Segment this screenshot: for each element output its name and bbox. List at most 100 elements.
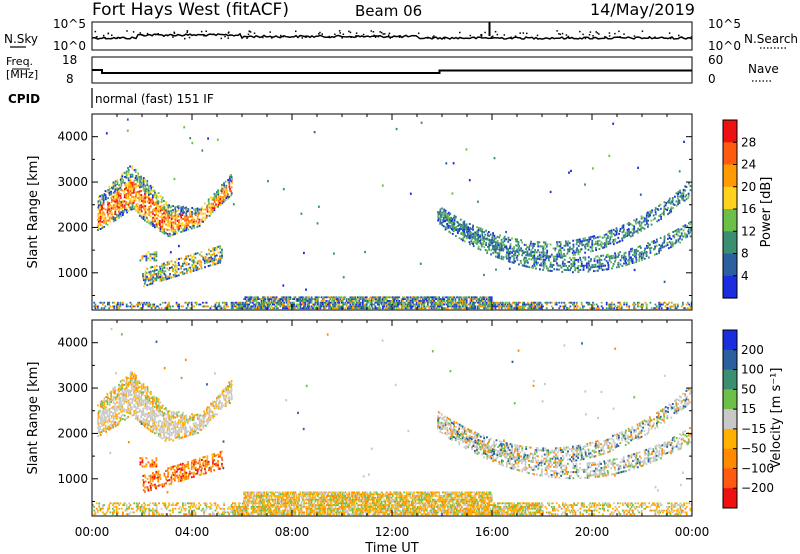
heatmap-cell [325, 301, 328, 304]
heatmap-cell [352, 298, 354, 300]
heatmap-cell [638, 301, 641, 304]
heatmap-cell [219, 393, 222, 396]
heatmap-cell [142, 275, 144, 278]
heatmap-cell [320, 296, 323, 299]
heatmap-cell [185, 227, 188, 229]
heatmap-cell [140, 398, 143, 400]
heatmap-cell [114, 398, 117, 401]
heatmap-cell [181, 413, 184, 416]
heatmap-cell [285, 300, 288, 302]
heatmap-cell [493, 247, 496, 249]
heatmap-cell [210, 196, 212, 199]
heatmap-cell [667, 307, 669, 310]
heatmap-cell [129, 173, 132, 176]
heatmap-cell [149, 403, 152, 406]
heatmap-cell [353, 307, 356, 310]
heatmap-cell [449, 221, 452, 224]
heatmap-cell [149, 407, 152, 410]
heatmap-cell [191, 225, 194, 228]
heatmap-cell [413, 296, 416, 299]
heatmap-cell [279, 300, 282, 302]
heatmap-cell [493, 301, 496, 304]
heatmap-cell [604, 264, 606, 267]
heatmap-cell [424, 301, 427, 304]
heatmap-cell [439, 222, 441, 225]
heatmap-cell [193, 226, 196, 229]
heatmap-cell [127, 209, 129, 212]
heatmap-cell [221, 389, 224, 392]
heatmap-cell [596, 265, 599, 268]
heatmap-cell [213, 415, 216, 418]
heatmap-cell [458, 303, 461, 306]
heatmap-cell [208, 248, 210, 251]
heatmap-cell [187, 430, 190, 433]
heatmap-cell [178, 437, 181, 440]
heatmap-cell [440, 301, 443, 304]
heatmap-cell [154, 191, 156, 194]
heatmap-cell [185, 418, 188, 421]
heatmap-cell [415, 301, 418, 304]
heatmap-cell [232, 307, 234, 310]
heatmap-cell [189, 268, 192, 271]
heatmap-cell [177, 274, 180, 277]
noise-dot [262, 36, 264, 39]
noise-dot [163, 35, 165, 37]
heatmap-cell [607, 234, 609, 237]
heatmap-cell [187, 210, 189, 213]
heatmap-cell [417, 303, 419, 306]
heatmap-cell [332, 296, 334, 299]
heatmap-cell [253, 307, 255, 310]
heatmap-cell [323, 301, 325, 304]
heatmap-cell [112, 424, 114, 427]
heatmap-cell [121, 385, 124, 388]
heatmap-cell [187, 222, 189, 225]
heatmap-cell [463, 232, 466, 235]
heatmap-cell [159, 201, 161, 204]
heatmap-cell [382, 305, 384, 308]
heatmap-cell [163, 270, 165, 273]
heatmap-cell [394, 305, 397, 308]
heatmap-cell [602, 246, 604, 249]
heatmap-cell [380, 300, 383, 302]
heatmap-cell [145, 257, 148, 260]
heatmap-cell [594, 269, 597, 272]
heatmap-cell [140, 206, 143, 209]
heatmap-cell [511, 261, 514, 264]
heatmap-cell [189, 419, 191, 422]
heatmap-cell [226, 191, 229, 194]
heatmap-cell [203, 262, 206, 265]
heatmap-cell [521, 264, 524, 267]
heatmap-cell [448, 222, 451, 224]
heatmap-cell [146, 216, 148, 219]
heatmap-cell [343, 296, 346, 299]
heatmap-cell [151, 274, 154, 277]
heatmap-cell [131, 192, 133, 194]
heatmap-cell [120, 303, 123, 306]
heatmap-cell [194, 260, 197, 263]
heatmap-cell [524, 303, 527, 306]
heatmap-cell [170, 428, 173, 430]
heatmap-cell [117, 392, 120, 394]
heatmap-cell [178, 225, 180, 228]
heatmap-cell [588, 240, 590, 243]
heatmap-cell [213, 253, 216, 256]
heatmap-cell [549, 269, 552, 272]
heatmap-cell [185, 263, 188, 266]
noise-dot [641, 30, 644, 32]
heatmap-cell [661, 242, 664, 245]
heatmap-cell [482, 238, 485, 240]
heatmap-cell [224, 199, 227, 202]
heatmap-cell [212, 404, 215, 407]
heatmap-cell [182, 218, 185, 220]
heatmap-cell [217, 203, 220, 206]
heatmap-cell [124, 175, 126, 178]
heatmap-cell [502, 237, 505, 240]
heatmap-cell [195, 265, 197, 267]
heatmap-cell [202, 305, 204, 308]
heatmap-cell [508, 303, 511, 306]
heatmap-cell [137, 211, 139, 214]
heatmap-cell [606, 253, 609, 256]
heatmap-cell [687, 228, 690, 231]
heatmap-cell [153, 269, 156, 272]
heatmap-cell [605, 303, 608, 306]
